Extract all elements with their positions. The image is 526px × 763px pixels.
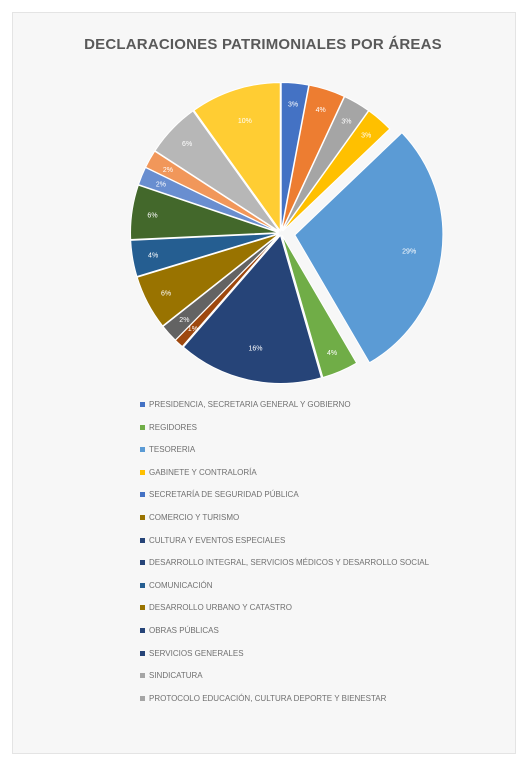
legend-item: COMUNICACIÓN xyxy=(140,581,440,604)
legend-item: SECRETARÍA DE SEGURIDAD PÚBLICA xyxy=(140,490,440,513)
legend-swatch xyxy=(140,492,145,498)
legend-item: DESARROLLO INTEGRAL, SERVICIOS MÉDICOS Y… xyxy=(140,558,440,581)
legend-item: OBRAS PÚBLICAS xyxy=(140,626,440,649)
legend-label: SERVICIOS GENERALES xyxy=(149,648,244,658)
legend-swatch xyxy=(140,605,145,611)
legend-item: PROTOCOLO EDUCACIÓN, CULTURA DEPORTE Y B… xyxy=(140,694,440,717)
slice-data-label: 6% xyxy=(147,212,157,219)
slice-data-label: 4% xyxy=(327,350,337,357)
pie-slice xyxy=(162,234,280,341)
legend-label: REGIDORES xyxy=(149,422,198,432)
legend-item: DESARROLLO URBANO Y CATASTRO xyxy=(140,603,440,626)
legend-swatch xyxy=(140,537,145,543)
slice-data-label: 2% xyxy=(156,181,166,188)
slice-data-label: 16% xyxy=(249,346,263,353)
legend: PRESIDENCIA, SECRETARIA GENERAL Y GOBIER… xyxy=(140,400,440,717)
slice-data-label: 4% xyxy=(316,107,326,114)
legend-swatch xyxy=(140,402,145,407)
legend-label: DESARROLLO URBANO Y CATASTRO xyxy=(149,603,292,613)
pie-slice xyxy=(182,234,322,384)
legend-item: REGIDORES xyxy=(140,423,440,446)
legend-label: TESORERIA xyxy=(149,445,196,455)
legend-swatch xyxy=(140,627,145,633)
legend-label: SECRETARÍA DE SEGURIDAD PÚBLICA xyxy=(149,490,299,500)
pie-slice xyxy=(280,82,310,231)
legend-item: COMERCIO Y TURISMO xyxy=(140,513,440,536)
legend-swatch xyxy=(140,582,145,588)
legend-swatch xyxy=(140,673,145,679)
legend-item: SERVICIOS GENERALES xyxy=(140,649,440,672)
legend-swatch xyxy=(140,424,145,430)
slice-data-label: 3% xyxy=(288,101,298,108)
legend-label: COMERCIO Y TURISMO xyxy=(149,512,240,522)
slice-data-label: 6% xyxy=(161,291,171,298)
slice-data-label: 3% xyxy=(361,133,371,140)
slice-data-label: 3% xyxy=(341,118,351,125)
pie-slice xyxy=(294,132,444,364)
pie-slice xyxy=(130,232,279,278)
pie-slice xyxy=(281,235,358,379)
legend-swatch xyxy=(140,514,145,520)
legend-item: SINDICATURA xyxy=(140,671,440,694)
pie-slice xyxy=(136,233,280,327)
pie-slice xyxy=(154,110,280,232)
legend-swatch xyxy=(140,447,145,453)
legend-swatch xyxy=(140,695,145,701)
legend-label: PRESIDENCIA, SECRETARIA GENERAL Y GOBIER… xyxy=(149,400,351,409)
legend-label: CULTURA Y EVENTOS ESPECIALES xyxy=(149,535,286,545)
legend-label: SINDICATURA xyxy=(149,671,203,681)
pie-slice xyxy=(282,110,391,232)
chart-title: DECLARACIONES PATRIMONIALES POR ÁREAS xyxy=(84,36,442,53)
slice-data-label: 2% xyxy=(179,317,189,324)
legend-label: PROTOCOLO EDUCACIÓN, CULTURA DEPORTE Y B… xyxy=(149,693,387,703)
slice-data-label: 6% xyxy=(182,141,192,148)
legend-label: OBRAS PÚBLICAS xyxy=(149,625,219,635)
legend-swatch xyxy=(140,469,145,475)
pie-slice xyxy=(193,82,281,233)
legend-label: COMUNICACIÓN xyxy=(149,580,213,590)
pie-slice xyxy=(281,84,345,231)
legend-label: GABINETE Y CONTRALORÍA xyxy=(149,467,257,477)
legend-item: PRESIDENCIA, SECRETARIA GENERAL Y GOBIER… xyxy=(140,400,440,423)
slice-data-label: 4% xyxy=(148,253,158,260)
slice-data-label: 29% xyxy=(402,249,416,256)
slice-data-label: 1% xyxy=(188,326,198,333)
slice-data-label: 10% xyxy=(238,118,252,125)
pie-slice xyxy=(130,184,279,241)
legend-swatch xyxy=(140,650,145,656)
pie-slice xyxy=(144,150,280,233)
legend-label: DESARROLLO INTEGRAL, SERVICIOS MÉDICOS Y… xyxy=(149,558,430,568)
slice-data-label: 2% xyxy=(163,167,173,174)
legend-item: GABINETE Y CONTRALORÍA xyxy=(140,468,440,491)
legend-item: TESORERIA xyxy=(140,445,440,468)
legend-swatch xyxy=(140,560,145,566)
legend-item: CULTURA Y EVENTOS ESPECIALES xyxy=(140,536,440,559)
